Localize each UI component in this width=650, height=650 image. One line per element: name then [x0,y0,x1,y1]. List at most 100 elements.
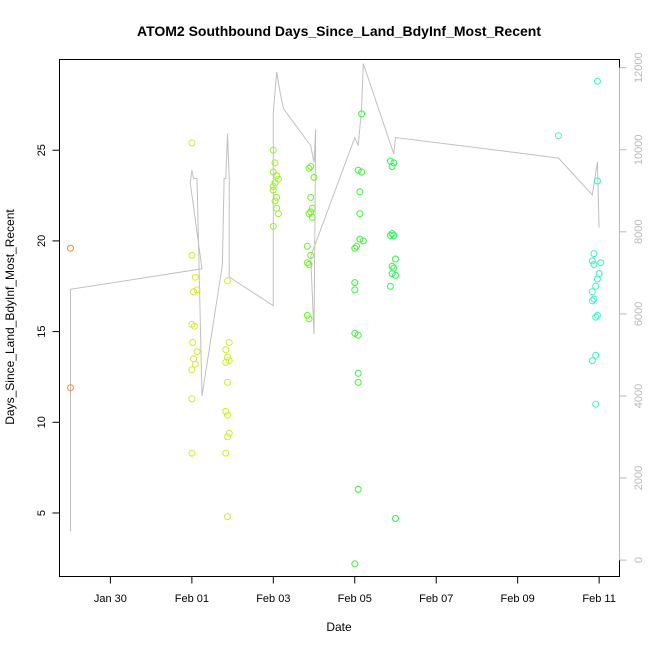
data-point [271,159,279,167]
data-point [224,411,231,419]
point-group-3 [269,146,282,230]
data-point [303,259,311,267]
data-point [590,250,598,258]
data-point [274,210,282,218]
data-point [307,251,315,259]
y2-tick-label: 12000 [633,52,645,83]
data-point [222,346,230,354]
data-point [307,163,315,170]
data-point [593,77,601,85]
data-point [392,255,399,263]
data-point [388,163,396,170]
x-tick-label: Jan 30 [94,593,127,605]
data-point [188,251,196,259]
data-point [188,449,196,457]
x-tick-label: Feb 03 [256,593,290,605]
data-point [189,339,197,346]
data-point [193,348,201,356]
data-point [359,237,367,245]
data-point [358,168,366,176]
data-point [354,485,362,493]
data-point [67,384,74,392]
data-point [188,366,196,374]
data-point [592,400,600,408]
data-point [354,369,362,377]
y2-tick-label: 6000 [633,302,645,326]
data-point [590,295,598,303]
data-point [554,132,562,140]
data-point [588,357,596,365]
point-group-1 [188,139,201,457]
data-point [305,164,313,172]
data-point [305,261,313,268]
data-point [388,230,396,238]
line-series [70,63,600,532]
data-point [590,261,598,268]
point-group-8 [588,77,605,408]
data-point [188,395,196,403]
data-point [222,449,230,457]
point-group-4 [303,163,318,323]
y2-tick-label: 2000 [633,466,645,490]
data-point [308,213,316,221]
data-point [356,210,364,218]
data-point [273,172,281,180]
data-point [358,110,366,118]
data-point [592,351,600,359]
data-point [392,271,399,279]
data-point [588,257,596,265]
data-point [307,193,315,201]
x-tick-label: Feb 07 [419,593,453,605]
data-point [224,513,231,521]
data-point [388,270,396,278]
y-tick-label: 15 [36,325,48,337]
x-axis-label: Date [326,620,352,634]
point-group-6 [386,157,399,522]
data-point [390,159,398,167]
data-point [593,311,601,319]
y-tick-label: 25 [36,144,48,156]
data-point [269,183,277,190]
data-point [271,179,279,187]
data-point [305,315,313,323]
data-point [269,222,277,230]
y-tick-label: 20 [36,235,48,247]
line-series-path [70,63,600,532]
data-point [190,322,198,330]
x-tick-label: Feb 01 [175,593,209,605]
x-axis: Jan 30 Feb 01 Feb 03 Feb 05 Feb 07 Feb 09 Feb … [94,576,616,605]
point-group-7 [554,132,562,140]
data-point [224,277,231,285]
data-point [597,259,605,267]
data-point [191,360,199,368]
data-point [592,313,600,321]
data-point [269,146,277,154]
data-point [222,358,230,366]
y2-tick-label: 0 [633,557,645,563]
y-tick-label: 5 [36,510,48,516]
y2-tick-label: 8000 [633,220,645,244]
data-point [273,193,281,201]
data-point [593,177,601,185]
data-point [392,515,399,522]
point-group-2 [222,277,233,521]
data-point [269,186,277,194]
data-point [351,286,359,294]
data-point [193,286,201,294]
data-point [356,188,364,196]
scatter-series [67,77,605,568]
y2-tick-label: 10000 [633,135,645,166]
data-point [592,282,600,290]
data-point [271,197,279,205]
x-tick-label: Feb 05 [338,593,372,605]
data-point [354,331,362,339]
data-point [354,378,362,386]
data-point [190,288,198,296]
data-point [274,175,282,183]
data-point [225,357,233,365]
chart-title: ATOM2 Southbound Days_Since_Land_BdyInf_… [137,23,541,39]
data-point [386,232,394,239]
plot-area [59,59,620,577]
data-point [303,242,311,250]
